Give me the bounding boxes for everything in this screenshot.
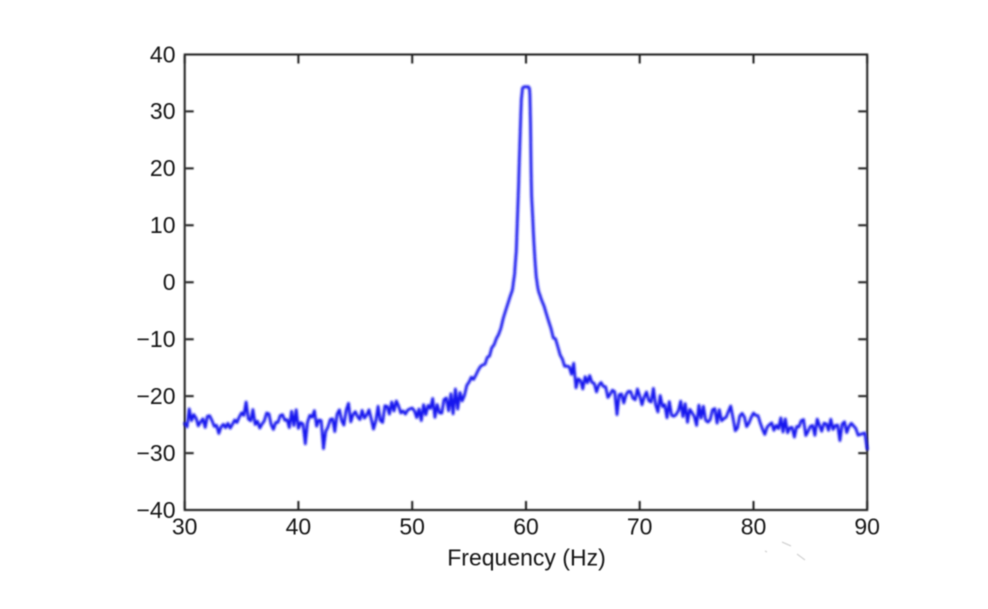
svg-text:90: 90	[854, 514, 880, 540]
svg-text:−10: −10	[136, 326, 175, 352]
svg-text:40: 40	[286, 514, 312, 540]
svg-text:10: 10	[150, 212, 176, 238]
svg-text:−30: −30	[136, 440, 175, 466]
svg-text:60: 60	[513, 514, 539, 540]
svg-text:30: 30	[150, 98, 176, 124]
svg-text:0: 0	[163, 269, 176, 295]
svg-text:30: 30	[172, 514, 198, 540]
svg-text:40: 40	[150, 41, 176, 67]
svg-text:−20: −20	[136, 383, 175, 409]
svg-text:50: 50	[399, 514, 425, 540]
svg-text:70: 70	[627, 514, 653, 540]
svg-text:Frequency (Hz): Frequency (Hz)	[447, 545, 605, 571]
svg-text:20: 20	[150, 155, 176, 181]
svg-text:−40: −40	[136, 497, 175, 523]
svg-text:80: 80	[741, 514, 767, 540]
